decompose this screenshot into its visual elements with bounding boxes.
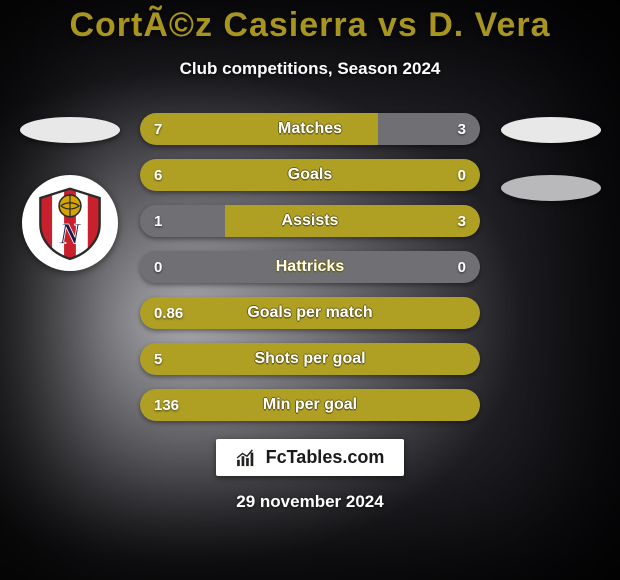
stat-bar: 13Assists [140,205,480,237]
bar-segment-left [140,251,310,283]
stat-bar: 136Min per goal [140,389,480,421]
date-text: 29 november 2024 [236,492,383,512]
bar-segment-left [140,389,480,421]
stats-bars-column: 73Matches 60Goals 13Assists 00Hattricks 0.86… [140,113,480,421]
player-photo-placeholder-right-1 [501,117,601,143]
bar-segment-right [310,251,480,283]
left-side-column: N [17,113,122,271]
stat-bar: 00Hattricks [140,251,480,283]
svg-text:N: N [58,218,82,250]
shield-icon: N [31,184,109,262]
bar-segment-right [378,113,480,145]
stat-bar: 5Shots per goal [140,343,480,375]
club-badge-left: N [22,175,118,271]
bar-segment-left [140,159,480,191]
stat-bar: 73Matches [140,113,480,145]
chart-bars-icon [236,449,258,467]
right-side-column [498,113,603,201]
bar-segment-left [140,343,480,375]
bar-segment-left [140,297,480,329]
brand-box: FcTables.com [216,439,405,476]
stat-bar: 60Goals [140,159,480,191]
brand-text: FcTables.com [266,447,385,468]
bar-segment-left [140,205,225,237]
main-row: N 73Matches 60Goals 13Assists 00Hattricks 0.… [0,113,620,421]
footer: FcTables.com 29 november 2024 [216,439,405,512]
player-photo-placeholder-left [20,117,120,143]
player-photo-placeholder-right-2 [501,175,601,201]
content-root: CortÃ©z Casierra vs D. Vera Club competi… [0,0,620,580]
bar-segment-left [140,113,378,145]
subtitle: Club competitions, Season 2024 [180,59,441,79]
page-title: CortÃ©z Casierra vs D. Vera [69,6,550,45]
stat-bar: 0.86Goals per match [140,297,480,329]
bar-segment-right [225,205,480,237]
